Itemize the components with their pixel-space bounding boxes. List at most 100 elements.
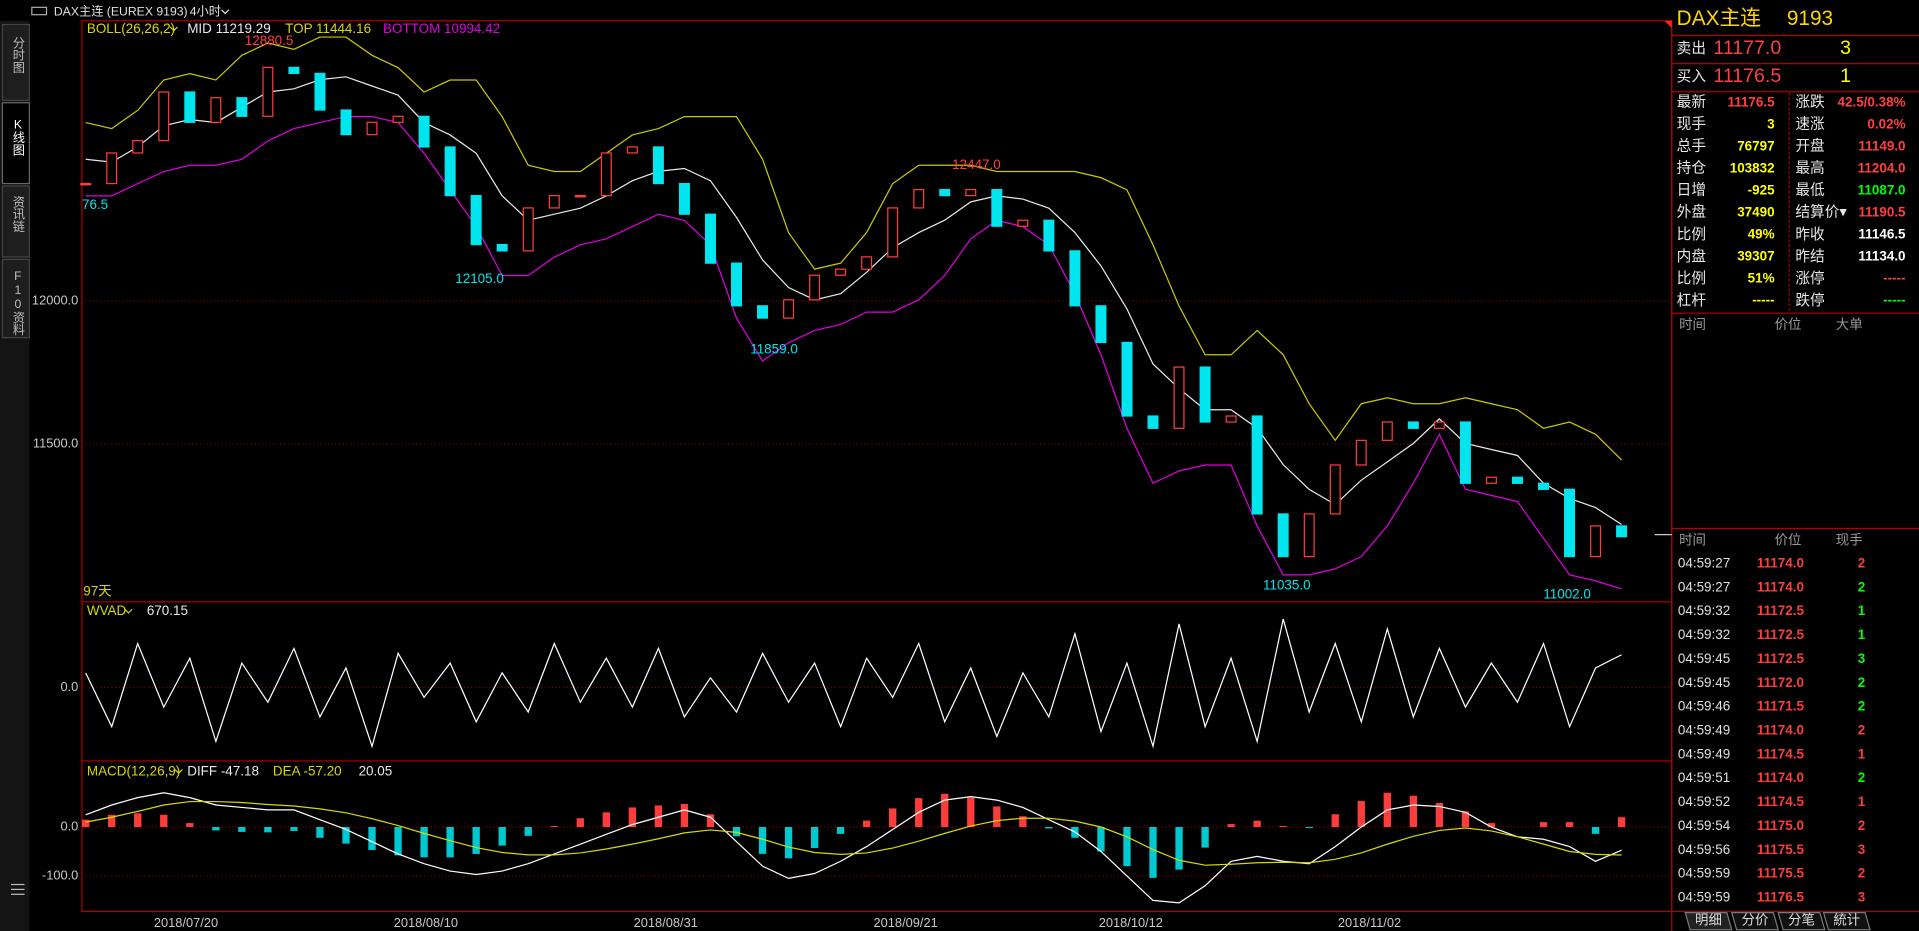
tick-volume: 2 <box>1858 866 1865 881</box>
tick-price: 11175.5 <box>1757 866 1805 881</box>
candle <box>835 268 847 276</box>
tick-time: 04:59:32 <box>1678 603 1730 618</box>
tick-time: 04:59:46 <box>1678 699 1730 714</box>
field-value: 3 <box>1767 116 1774 131</box>
y-tick-label: 0.0 <box>60 818 78 833</box>
tick-price: 11176.5 <box>1757 890 1805 905</box>
field-value: 11149.0 <box>1858 138 1905 153</box>
tick-time: 04:59:45 <box>1678 675 1730 690</box>
candle <box>1355 439 1367 466</box>
candle <box>1433 421 1445 429</box>
field-value: -925 <box>1748 182 1775 197</box>
field-value: 11176.5 <box>1727 94 1775 109</box>
candle <box>1043 219 1055 252</box>
tick-volume: 2 <box>1858 579 1865 594</box>
field-label: 昨结 <box>1795 248 1824 265</box>
tick-price: 11172.5 <box>1757 603 1805 618</box>
tick-time: 04:59:52 <box>1678 794 1730 809</box>
tab-label[interactable]: 明细 <box>1695 913 1722 928</box>
field-value: 11087.0 <box>1858 182 1906 197</box>
dea-line <box>85 800 1622 866</box>
y-tick-label: 0.0 <box>60 679 78 694</box>
tab[interactable] <box>1684 912 1733 931</box>
tab[interactable] <box>1 23 30 101</box>
tick-volume: 3 <box>1858 890 1865 905</box>
candle <box>574 194 586 198</box>
ask-label: 卖出 <box>1677 40 1706 57</box>
tab-label[interactable]: 分笔 <box>1788 913 1815 928</box>
field-label: 昨收 <box>1795 226 1825 243</box>
candle <box>1095 305 1107 344</box>
candle <box>288 66 300 74</box>
candle <box>1199 366 1211 423</box>
candle <box>652 146 664 185</box>
boll-upper <box>85 36 1623 461</box>
tab[interactable] <box>1 258 30 339</box>
corner-mark <box>1664 20 1672 29</box>
caret <box>169 26 178 32</box>
candle <box>392 115 404 123</box>
candle <box>1329 464 1341 515</box>
tab-label[interactable]: 资讯链 <box>11 196 25 233</box>
quote-code: 9193 <box>1787 7 1833 30</box>
candle <box>132 140 144 154</box>
candle <box>783 299 795 319</box>
tab-active[interactable] <box>1 102 30 185</box>
tick-volume: 1 <box>1858 627 1866 642</box>
tick-time: 04:59:27 <box>1678 556 1730 571</box>
field-value: ----- <box>1752 293 1774 308</box>
window-icon[interactable] <box>31 6 48 16</box>
candle <box>809 274 821 301</box>
field-label: 日增 <box>1677 182 1706 199</box>
tab-label[interactable]: K线图 <box>11 117 25 155</box>
tick-time: 04:59:56 <box>1678 842 1730 857</box>
caret <box>221 9 230 15</box>
field-label: 涨停 <box>1795 270 1824 287</box>
tab[interactable] <box>1 185 30 258</box>
period-selector[interactable]: 4小时 <box>190 4 221 18</box>
tab-label[interactable]: 分价 <box>1742 913 1769 928</box>
tab-label[interactable]: 統计 <box>1833 913 1860 928</box>
wvad-line <box>85 618 1622 749</box>
tab-label[interactable]: F10资料 <box>11 269 25 335</box>
tab[interactable] <box>1822 912 1871 931</box>
tick-price: 11175.5 <box>1757 842 1805 857</box>
ask-volume: 3 <box>1840 37 1851 59</box>
y-tick-label: -100.0 <box>42 867 78 882</box>
tick-price: 11174.5 <box>1757 794 1805 809</box>
candle <box>1277 513 1289 558</box>
tick-volume: 2 <box>1858 699 1865 714</box>
tick-volume: 2 <box>1858 770 1865 785</box>
field-label: 涨跌 <box>1795 94 1825 111</box>
macd-value: 20.05 <box>359 764 393 779</box>
caret <box>174 769 183 775</box>
candle <box>158 91 170 142</box>
tick-volume: 2 <box>1858 556 1865 571</box>
column-header: 大单 <box>1836 317 1863 332</box>
field-value: 37490 <box>1737 204 1774 219</box>
macd-name[interactable]: MACD(12,26,9) <box>87 764 180 779</box>
field-label: 杠杆 <box>1677 292 1707 309</box>
field-label: 现手 <box>1677 116 1706 133</box>
tab[interactable] <box>1777 912 1826 931</box>
extreme-label: 11035.0 <box>1263 577 1311 592</box>
wvad-name[interactable]: WVAD <box>87 603 127 618</box>
candle <box>210 97 222 123</box>
tick-volume: 3 <box>1858 842 1865 857</box>
boll-bottom: BOTTOM 10994.42 <box>383 21 500 36</box>
candle <box>704 213 716 264</box>
candle <box>1147 415 1159 429</box>
field-value: 49% <box>1748 226 1775 241</box>
menu-icon[interactable] <box>11 883 25 895</box>
candle <box>887 207 899 258</box>
tick-volume: 1 <box>1858 746 1866 761</box>
column-header: 时间 <box>1679 317 1706 332</box>
candle <box>340 109 352 136</box>
tab-label[interactable]: 分时图 <box>11 36 25 73</box>
tick-volume: 2 <box>1858 818 1865 833</box>
field-value: ----- <box>1883 293 1905 308</box>
y-tick-label: 11500.0 <box>33 435 78 450</box>
boll-name[interactable]: BOLL(26,26,2) <box>87 21 175 36</box>
tab[interactable] <box>1730 912 1780 931</box>
candle <box>1590 525 1602 558</box>
